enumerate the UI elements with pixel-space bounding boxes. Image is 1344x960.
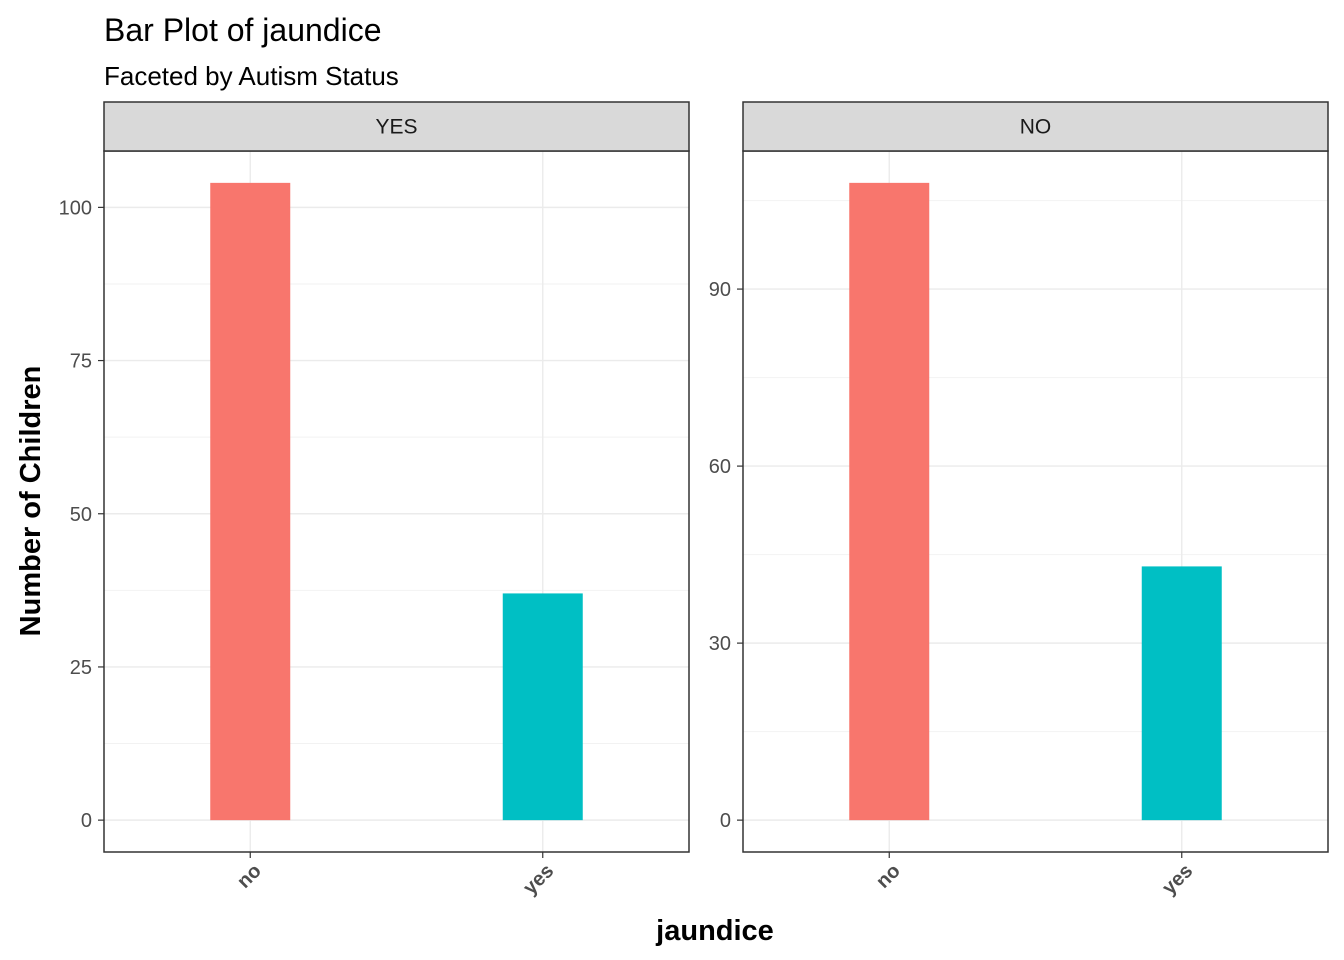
bar-no — [210, 182, 291, 821]
y-tick-label: 0 — [81, 810, 92, 832]
facet-strip-label: NO — [1020, 116, 1052, 139]
y-tick-label: 25 — [70, 657, 92, 679]
x-tick-label: yes — [519, 860, 558, 899]
y-axis-title: Number of Children — [15, 366, 47, 637]
y-tick-label: 100 — [59, 197, 92, 219]
y-tick-label: 75 — [70, 351, 92, 373]
y-tick-label: 30 — [709, 633, 731, 655]
y-tick-label: 90 — [709, 279, 731, 301]
panel-background — [104, 151, 689, 852]
panel-background — [743, 151, 1328, 852]
facet-strip-label: YES — [375, 116, 417, 139]
y-tick-label: 50 — [70, 504, 92, 526]
y-tick-label: 60 — [709, 456, 731, 478]
bar-yes — [502, 593, 583, 821]
x-tick-label: yes — [1158, 860, 1197, 899]
facet-strip — [103, 101, 690, 152]
bar-no — [849, 182, 930, 821]
chart-title: Bar Plot of jaundice — [104, 12, 382, 48]
x-tick-label: no — [233, 860, 266, 893]
facet-strip — [742, 101, 1329, 152]
facet-panel-no: 0 30 60 90 no yes NO — [709, 101, 1329, 899]
facet-panel-yes: 0 25 50 75 100 no yes YES — [59, 101, 690, 899]
bar-yes — [1141, 566, 1222, 821]
y-tick-label: 0 — [720, 810, 731, 832]
facet-panels: 0 25 50 75 100 no yes YES 0 30 60 90 no yes NO — [59, 101, 1329, 899]
x-axis-title: jaundice — [655, 915, 774, 947]
x-tick-label: no — [872, 860, 905, 893]
chart-subtitle: Faceted by Autism Status — [104, 61, 399, 91]
